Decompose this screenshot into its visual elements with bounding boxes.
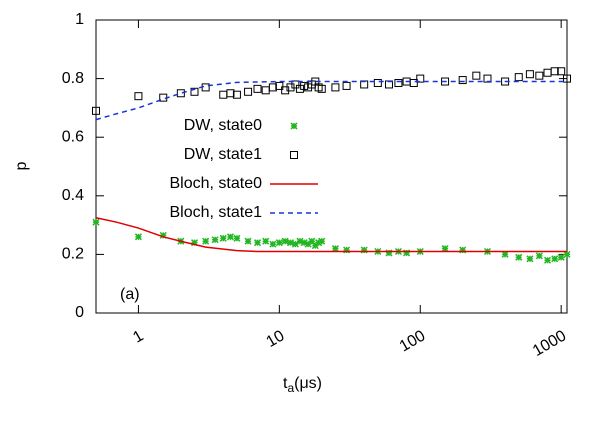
y-tick-label: 0.6 [62,128,84,145]
data-point [315,239,323,247]
data-point [360,246,368,254]
data-point [563,250,571,258]
data-point [134,233,142,241]
data-point [441,77,450,86]
data-point [525,70,534,79]
data-point [311,242,319,250]
data-point [253,84,262,93]
data-point [190,239,199,247]
data-point [226,89,235,98]
data-point [373,78,382,87]
data-point [331,83,340,92]
x-axis-label: ta(μs) [283,375,322,395]
data-point [535,252,543,260]
data-point [472,71,481,80]
data-point [281,86,290,95]
data-point [295,84,304,93]
data-point [134,92,143,101]
data-point [318,237,326,245]
data-point [219,234,227,242]
legend-label: DW, state0 [184,117,262,134]
legend-swatch [290,122,298,130]
legend-label: Bloch, state0 [170,175,263,192]
data-point [515,253,523,261]
data-point [304,240,312,248]
data-point [296,237,304,245]
data-point [253,239,262,247]
data-point [501,250,509,258]
x-label-sub: a [287,381,294,395]
data-point [244,87,253,96]
data-point [233,234,241,242]
data-point [342,81,351,90]
data-point [275,239,283,247]
data-point [291,240,299,248]
y-tick-label: 0.2 [62,246,84,263]
data-point [416,74,425,83]
x-label-unit: (μs) [294,375,322,392]
data-point [226,233,234,241]
data-point [244,237,252,245]
data-point [550,67,559,76]
x-label-main: t [283,375,288,392]
data-point [159,231,167,239]
data-point [92,218,100,226]
data-point [441,245,449,253]
data-point [261,86,270,95]
data-point [202,237,210,245]
x-tick-label: 1 [130,327,146,346]
data-point [190,87,199,96]
annotation: (a) [120,286,140,303]
data-point [308,237,316,245]
data-point [176,89,185,98]
x-tick-label: 100 [397,327,429,355]
data-point [291,80,300,89]
data-point [557,67,566,76]
data-point [317,84,326,93]
data-point [300,239,308,247]
data-point [92,106,100,115]
data-point [286,239,295,247]
data-point [543,68,552,77]
y-tick-label: 0.4 [62,187,84,204]
data-point [543,256,552,264]
data-point [535,71,544,80]
data-point [563,74,571,83]
data-point [269,240,277,248]
data-point [262,237,270,245]
data-point [385,249,393,257]
data-point [403,249,411,257]
data-point [514,73,523,82]
data-point [268,83,277,92]
data-point [286,83,295,92]
legend-label: Bloch, state1 [170,204,263,221]
y-tick-label: 1 [75,11,84,28]
data-point [331,245,339,253]
legend-label: DW, state1 [184,146,262,163]
y-axis-label: p [13,161,30,170]
data-point [219,90,228,99]
plot-frame [95,19,568,314]
series-line [95,217,567,253]
data-point [211,236,219,244]
data-point [557,253,565,261]
x-tick-label: 10 [264,327,288,351]
data-point [281,237,289,245]
data-point [526,255,534,263]
series-line [95,80,567,121]
data-point [394,78,403,87]
y-tick-label: 0 [75,304,84,321]
y-tick-label: 0.8 [62,70,84,87]
data-point [551,255,559,263]
data-point [275,81,284,90]
data-point [343,246,351,254]
x-tick-label: 1000 [530,327,569,360]
data-point [459,246,467,254]
data-point [232,90,241,99]
legend-swatch [290,151,298,159]
data-point [458,76,467,85]
data-point [409,78,418,87]
